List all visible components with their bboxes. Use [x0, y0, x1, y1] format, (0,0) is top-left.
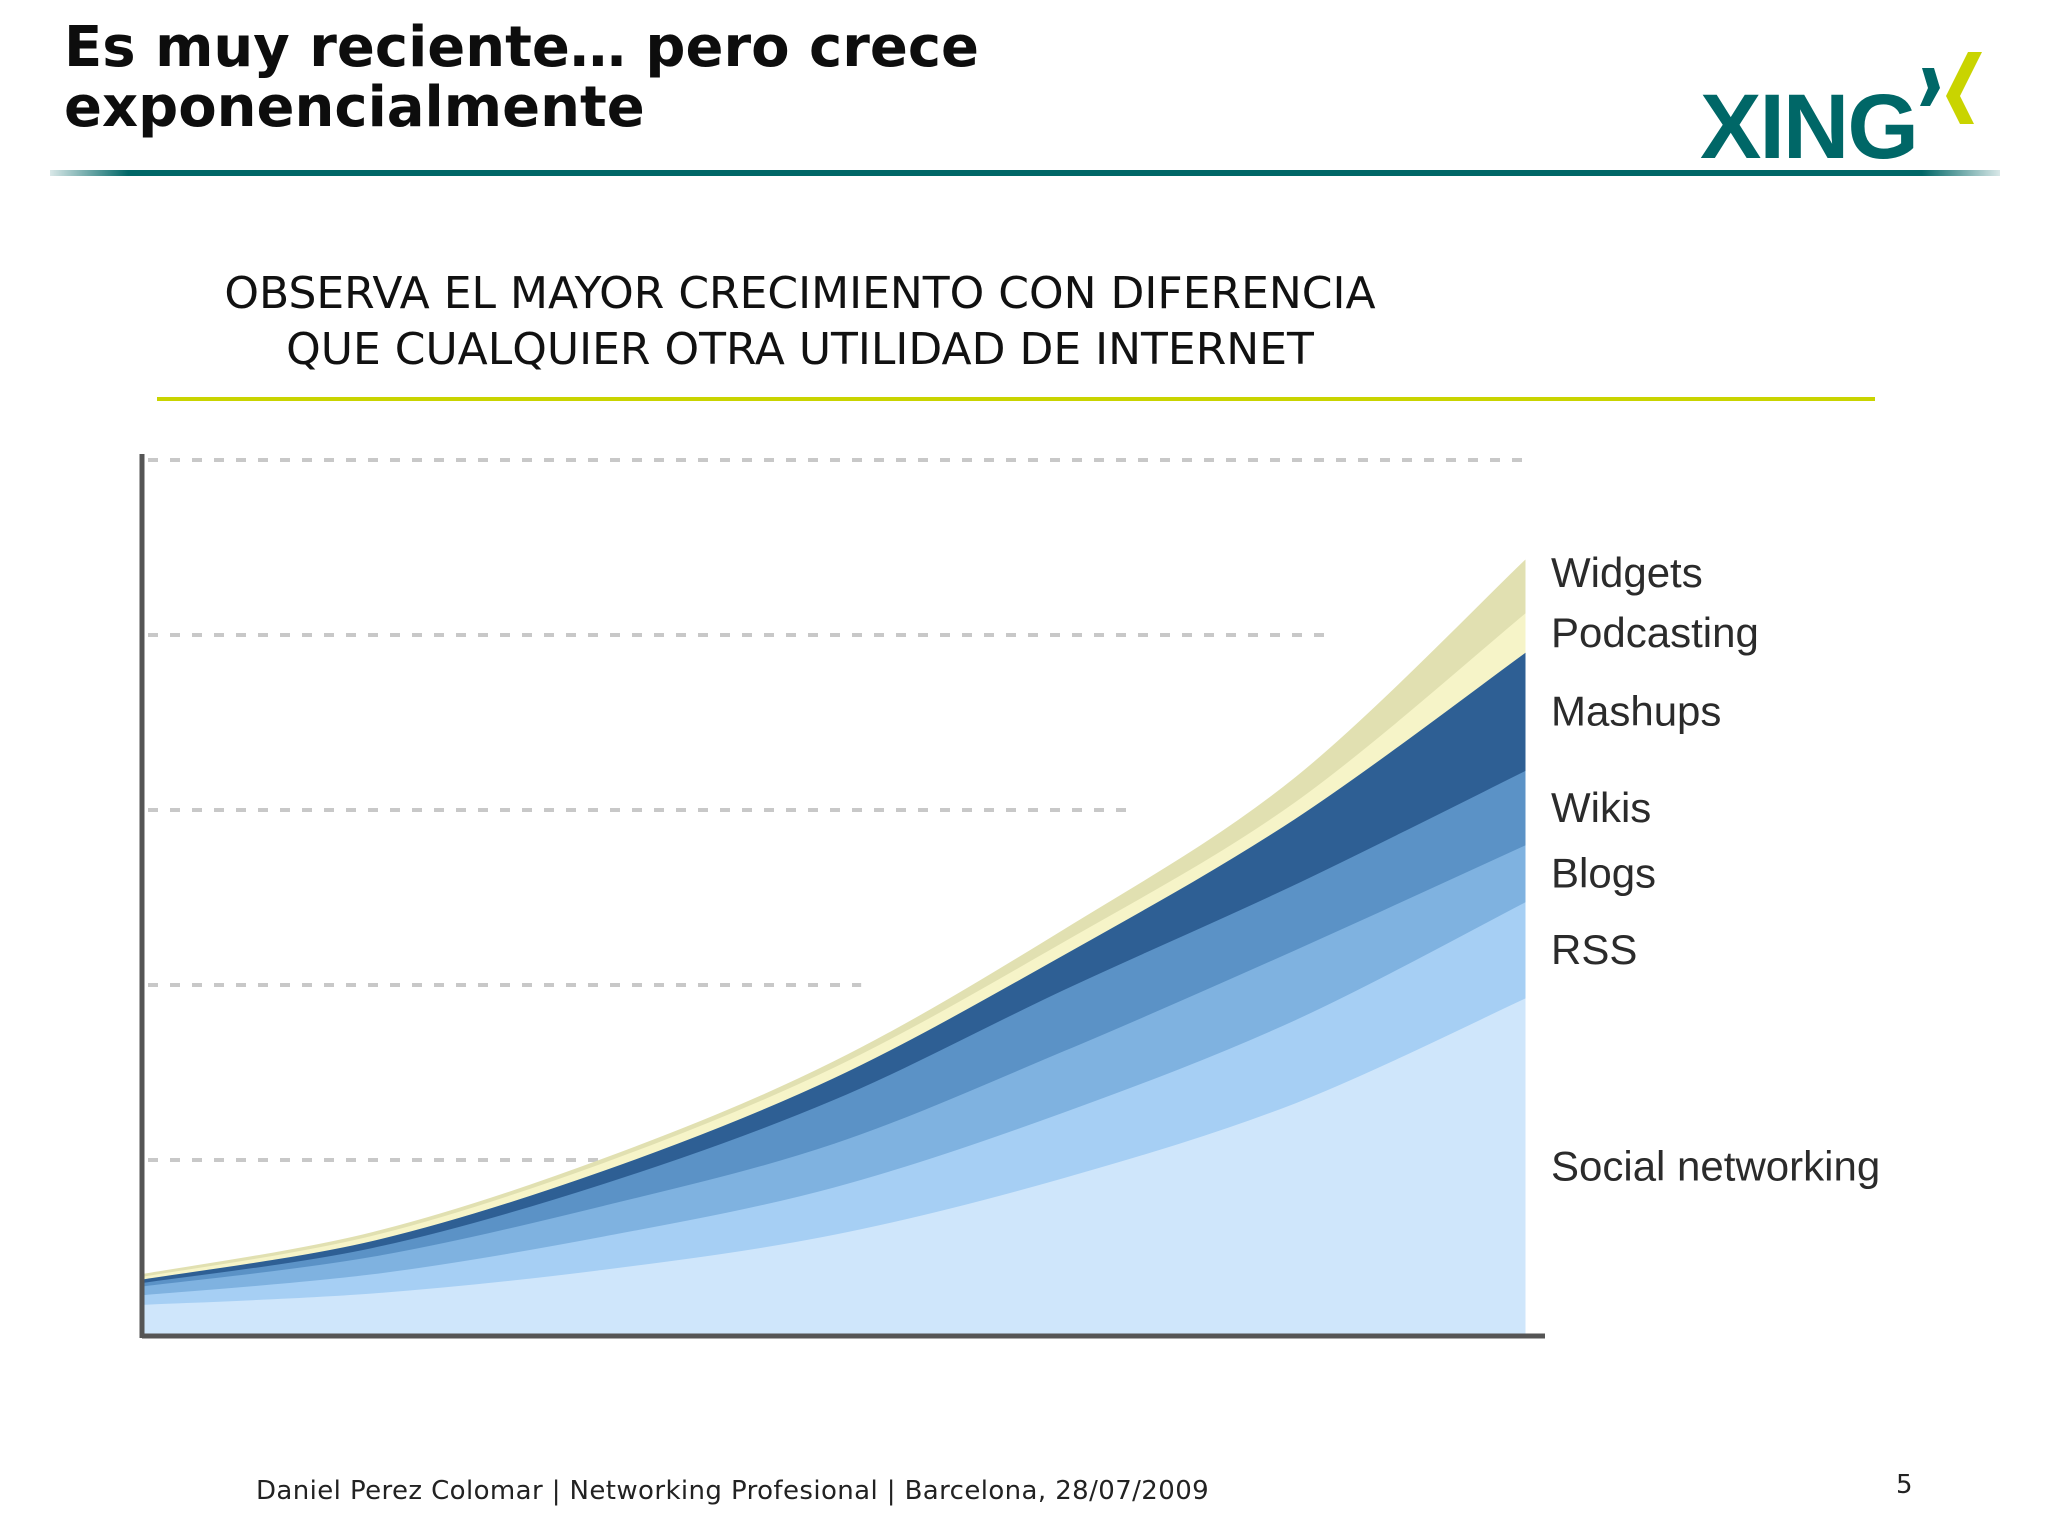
subtitle-line-2: QUE CUALQUIER OTRA UTILIDAD DE INTERNET [286, 324, 1314, 375]
area-widgets [141, 559, 1526, 1277]
stacked-area-chart: Social networking RSS Blogs Wikis Mashups Pod… [139, 454, 1880, 1339]
legend-label-podcasting: Podcasting [1551, 609, 1759, 656]
footer: Daniel Perez Colomar | Networking Profes… [256, 1476, 1210, 1506]
subtitle-rule [157, 397, 1875, 401]
page-number: 5 [1896, 1470, 1913, 1500]
legend-label-wikis: Wikis [1551, 784, 1651, 831]
slide-title-line-2: exponencialmente [64, 75, 645, 140]
legend-label-mashups: Mashups [1551, 688, 1721, 735]
legend-label-social-networking: Social networking [1551, 1143, 1880, 1190]
xing-logo: XING [1700, 52, 1982, 170]
subtitle-line-1: OBSERVA EL MAYOR CRECIMIENTO CON DIFEREN… [224, 268, 1376, 319]
legend-label-rss: RSS [1551, 926, 1637, 973]
legend-label-widgets: Widgets [1551, 549, 1703, 596]
xing-logo-mark-large [1946, 52, 1982, 124]
xing-logo-mark-small [1920, 68, 1940, 106]
xing-logo-text: XING [1700, 76, 1917, 170]
slide-title-line-1: Es muy reciente… pero crece [64, 15, 980, 80]
slide-title: Es muy reciente… pero crece exponencialm… [64, 18, 1164, 138]
legend-label-blogs: Blogs [1551, 849, 1656, 896]
header-rule [50, 170, 2000, 176]
subtitle: OBSERVA EL MAYOR CRECIMIENTO CON DIFEREN… [160, 266, 1440, 378]
